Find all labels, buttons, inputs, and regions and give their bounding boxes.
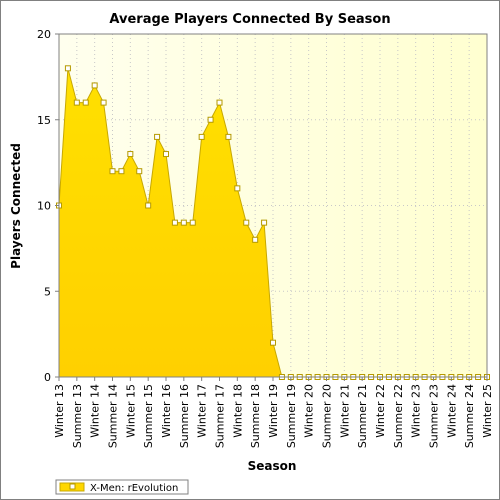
- x-tick-label: Winter 19: [267, 384, 280, 438]
- x-tick-label: Winter 14: [89, 384, 102, 438]
- data-point: [82, 99, 89, 106]
- x-tick-label: Winter 22: [374, 384, 387, 438]
- data-point: [136, 168, 143, 175]
- x-tick-label: Winter 23: [410, 384, 423, 438]
- data-point: [216, 99, 223, 106]
- data-point: [243, 219, 250, 226]
- data-point: [154, 133, 161, 140]
- data-point: [171, 219, 178, 226]
- data-point: [109, 168, 116, 175]
- x-tick-label: Summer 16: [178, 384, 191, 448]
- x-tick-label: Summer 23: [428, 384, 441, 448]
- y-tick-label: 0: [44, 371, 51, 384]
- x-tick-label: Summer 15: [142, 384, 155, 448]
- y-tick-label: 10: [37, 200, 51, 213]
- x-tick-label: Winter 16: [160, 384, 173, 438]
- x-tick-label: Winter 21: [338, 384, 351, 438]
- legend: X-Men: rEvolution: [55, 479, 189, 495]
- data-point: [225, 133, 232, 140]
- x-tick-label: Winter 24: [445, 384, 458, 438]
- x-axis-ticks: Winter 13 Summer 13 Winter 14 Summer 14 Wint…: [53, 377, 494, 448]
- data-point: [64, 65, 71, 72]
- x-tick-label: Winter 18: [231, 384, 244, 438]
- x-tick-label: Summer 19: [285, 384, 298, 448]
- chart-title: Average Players Connected By Season: [109, 12, 390, 27]
- x-tick-label: Summer 20: [321, 384, 334, 448]
- data-point: [252, 236, 259, 243]
- x-tick-label: Winter 17: [196, 384, 209, 438]
- x-tick-label: Winter 15: [124, 384, 137, 438]
- data-point: [145, 202, 152, 209]
- data-point: [100, 99, 107, 106]
- x-tick-label: Winter 13: [53, 384, 66, 438]
- legend-marker: [69, 483, 76, 490]
- data-point: [234, 185, 241, 192]
- x-tick-label: Summer 22: [392, 384, 405, 448]
- x-tick-label: Summer 21: [356, 384, 369, 448]
- y-axis-label: Players Connected: [9, 143, 23, 269]
- x-tick-label: Summer 17: [214, 384, 227, 448]
- x-tick-label: Winter 25: [481, 384, 494, 438]
- data-point: [270, 339, 276, 346]
- x-tick-label: Summer 18: [249, 384, 262, 448]
- data-point: [127, 151, 134, 158]
- data-point: [189, 219, 196, 226]
- x-axis-label: Season: [248, 459, 297, 473]
- series-area-fill: [59, 68, 487, 378]
- data-point: [73, 99, 80, 106]
- legend-box: [55, 479, 189, 495]
- x-tick-label: Summer 14: [107, 384, 120, 448]
- data-point: [118, 168, 125, 175]
- y-tick-label: 15: [37, 114, 51, 127]
- data-point: [261, 219, 268, 226]
- y-tick-label: 20: [37, 28, 51, 41]
- data-point: [180, 219, 187, 226]
- data-point: [198, 133, 205, 140]
- x-tick-label: Winter 20: [303, 384, 316, 438]
- y-axis-ticks: 0 5 10 15 20: [37, 28, 59, 384]
- y-tick-label: 5: [44, 285, 51, 298]
- data-point: [163, 151, 169, 158]
- x-tick-label: Summer 13: [71, 384, 84, 448]
- legend-entry-label: X-Men: rEvolution: [90, 483, 178, 494]
- data-point: [207, 116, 214, 123]
- data-point: [91, 82, 98, 89]
- grid: [59, 34, 487, 377]
- x-tick-label: Summer 24: [463, 384, 476, 448]
